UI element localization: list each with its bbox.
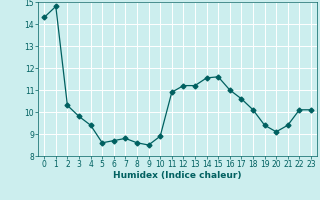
- X-axis label: Humidex (Indice chaleur): Humidex (Indice chaleur): [113, 171, 242, 180]
